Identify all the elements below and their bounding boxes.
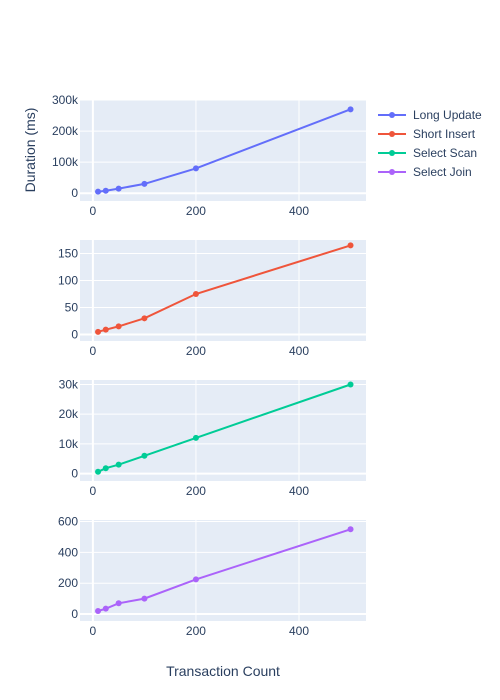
data-point[interactable] bbox=[348, 526, 354, 532]
x-tick-label: 200 bbox=[186, 624, 206, 638]
data-point[interactable] bbox=[95, 608, 101, 614]
data-point[interactable] bbox=[116, 323, 122, 329]
y-tick-label: 50 bbox=[65, 301, 79, 315]
legend-label: Select Join bbox=[413, 165, 472, 179]
x-tick-label: 200 bbox=[186, 484, 206, 498]
x-tick-label: 0 bbox=[90, 204, 97, 218]
subplots: 0 200 400 0 100k 200k 300k 0 200 400 0 50 100 150 0 200… bbox=[52, 93, 366, 638]
y-tick-label: 600 bbox=[58, 515, 78, 529]
data-point[interactable] bbox=[95, 329, 101, 335]
data-point[interactable] bbox=[103, 606, 109, 612]
legend-item-3[interactable]: Select Scan bbox=[378, 146, 477, 160]
data-point[interactable] bbox=[95, 469, 101, 475]
data-point[interactable] bbox=[141, 315, 147, 321]
y-tick-label: 400 bbox=[58, 545, 78, 559]
legend-marker bbox=[389, 112, 395, 118]
data-point[interactable] bbox=[193, 291, 199, 297]
y-tick-label: 10k bbox=[59, 437, 79, 451]
y-tick-label: 0 bbox=[71, 467, 78, 481]
y-tick-label: 30k bbox=[59, 377, 79, 391]
legend-label: Select Scan bbox=[413, 146, 477, 160]
x-tick-label: 400 bbox=[289, 204, 309, 218]
data-point[interactable] bbox=[348, 381, 354, 387]
subplot-1: 0 200 400 0 100k 200k 300k bbox=[52, 93, 366, 218]
y-tick-label: 200k bbox=[52, 124, 79, 138]
y-tick-label: 100 bbox=[58, 274, 78, 288]
data-point[interactable] bbox=[348, 106, 354, 112]
y-tick-label: 20k bbox=[59, 407, 79, 421]
legend-marker bbox=[389, 131, 395, 137]
subplot-3: 0 200 400 0 10k 20k 30k bbox=[59, 377, 366, 498]
legend-label: Short Insert bbox=[413, 127, 476, 141]
data-point[interactable] bbox=[103, 465, 109, 471]
legend-item-1[interactable]: Long Update bbox=[378, 108, 482, 122]
subplot-4: 0 200 400 0 200 400 600 bbox=[58, 515, 366, 638]
x-tick-label: 0 bbox=[90, 344, 97, 358]
y-tick-label: 0 bbox=[71, 328, 78, 342]
data-point[interactable] bbox=[141, 596, 147, 602]
y-axis-title: Duration (ms) bbox=[22, 108, 38, 193]
x-axis-title: Transaction Count bbox=[166, 663, 280, 679]
y-tick-label: 100k bbox=[52, 155, 79, 169]
data-point[interactable] bbox=[141, 181, 147, 187]
x-tick-label: 400 bbox=[289, 344, 309, 358]
y-tick-label: 300k bbox=[52, 93, 79, 107]
legend[interactable]: Long Update Short Insert Select Scan Select… bbox=[378, 108, 482, 179]
data-point[interactable] bbox=[116, 186, 122, 192]
plot-background bbox=[80, 100, 366, 201]
legend-marker bbox=[389, 169, 395, 175]
x-tick-label: 200 bbox=[186, 344, 206, 358]
data-point[interactable] bbox=[103, 327, 109, 333]
data-point[interactable] bbox=[116, 600, 122, 606]
data-point[interactable] bbox=[95, 189, 101, 195]
x-tick-label: 0 bbox=[90, 484, 97, 498]
legend-item-4[interactable]: Select Join bbox=[378, 165, 472, 179]
x-tick-label: 200 bbox=[186, 204, 206, 218]
legend-item-2[interactable]: Short Insert bbox=[378, 127, 476, 141]
legend-marker bbox=[389, 150, 395, 156]
plot-background bbox=[80, 380, 366, 481]
y-tick-label: 150 bbox=[58, 247, 78, 261]
y-tick-label: 200 bbox=[58, 576, 78, 590]
x-tick-label: 400 bbox=[289, 624, 309, 638]
data-point[interactable] bbox=[193, 576, 199, 582]
data-point[interactable] bbox=[116, 462, 122, 468]
data-point[interactable] bbox=[348, 242, 354, 248]
y-tick-label: 0 bbox=[71, 186, 78, 200]
data-point[interactable] bbox=[141, 453, 147, 459]
data-point[interactable] bbox=[193, 165, 199, 171]
data-point[interactable] bbox=[103, 188, 109, 194]
x-tick-label: 0 bbox=[90, 624, 97, 638]
data-point[interactable] bbox=[193, 435, 199, 441]
subplot-2: 0 200 400 0 50 100 150 bbox=[58, 240, 366, 358]
legend-label: Long Update bbox=[413, 108, 482, 122]
y-tick-label: 0 bbox=[71, 607, 78, 621]
x-tick-label: 400 bbox=[289, 484, 309, 498]
